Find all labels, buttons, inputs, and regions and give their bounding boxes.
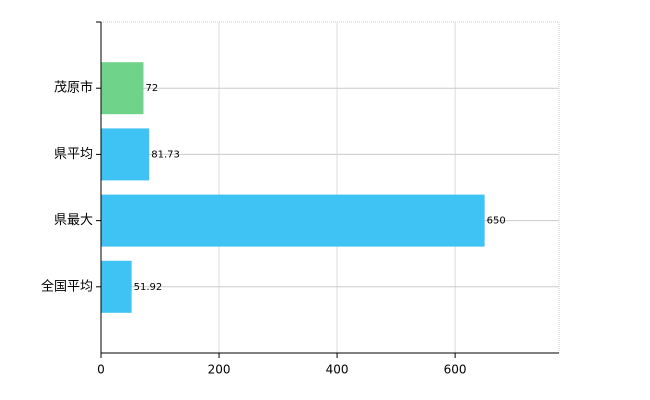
- value-label: 650: [487, 216, 506, 227]
- value-label: 51.92: [134, 282, 163, 293]
- value-label: 81.73: [151, 149, 180, 160]
- x-tick-label: 400: [326, 363, 349, 377]
- x-tick-label: 0: [97, 363, 105, 377]
- y-tick-label: 県平均: [54, 147, 93, 162]
- bar: [101, 62, 144, 115]
- y-tick-label: 全国平均: [41, 278, 93, 294]
- bar: [101, 194, 485, 247]
- y-tick-label: 茂原市: [54, 80, 93, 96]
- x-tick-label: 600: [444, 363, 467, 377]
- y-tick-label: 県最大: [54, 213, 93, 228]
- value-label: 72: [145, 83, 158, 94]
- bar: [101, 128, 150, 181]
- bar: [101, 260, 132, 313]
- x-tick-label: 200: [208, 363, 231, 377]
